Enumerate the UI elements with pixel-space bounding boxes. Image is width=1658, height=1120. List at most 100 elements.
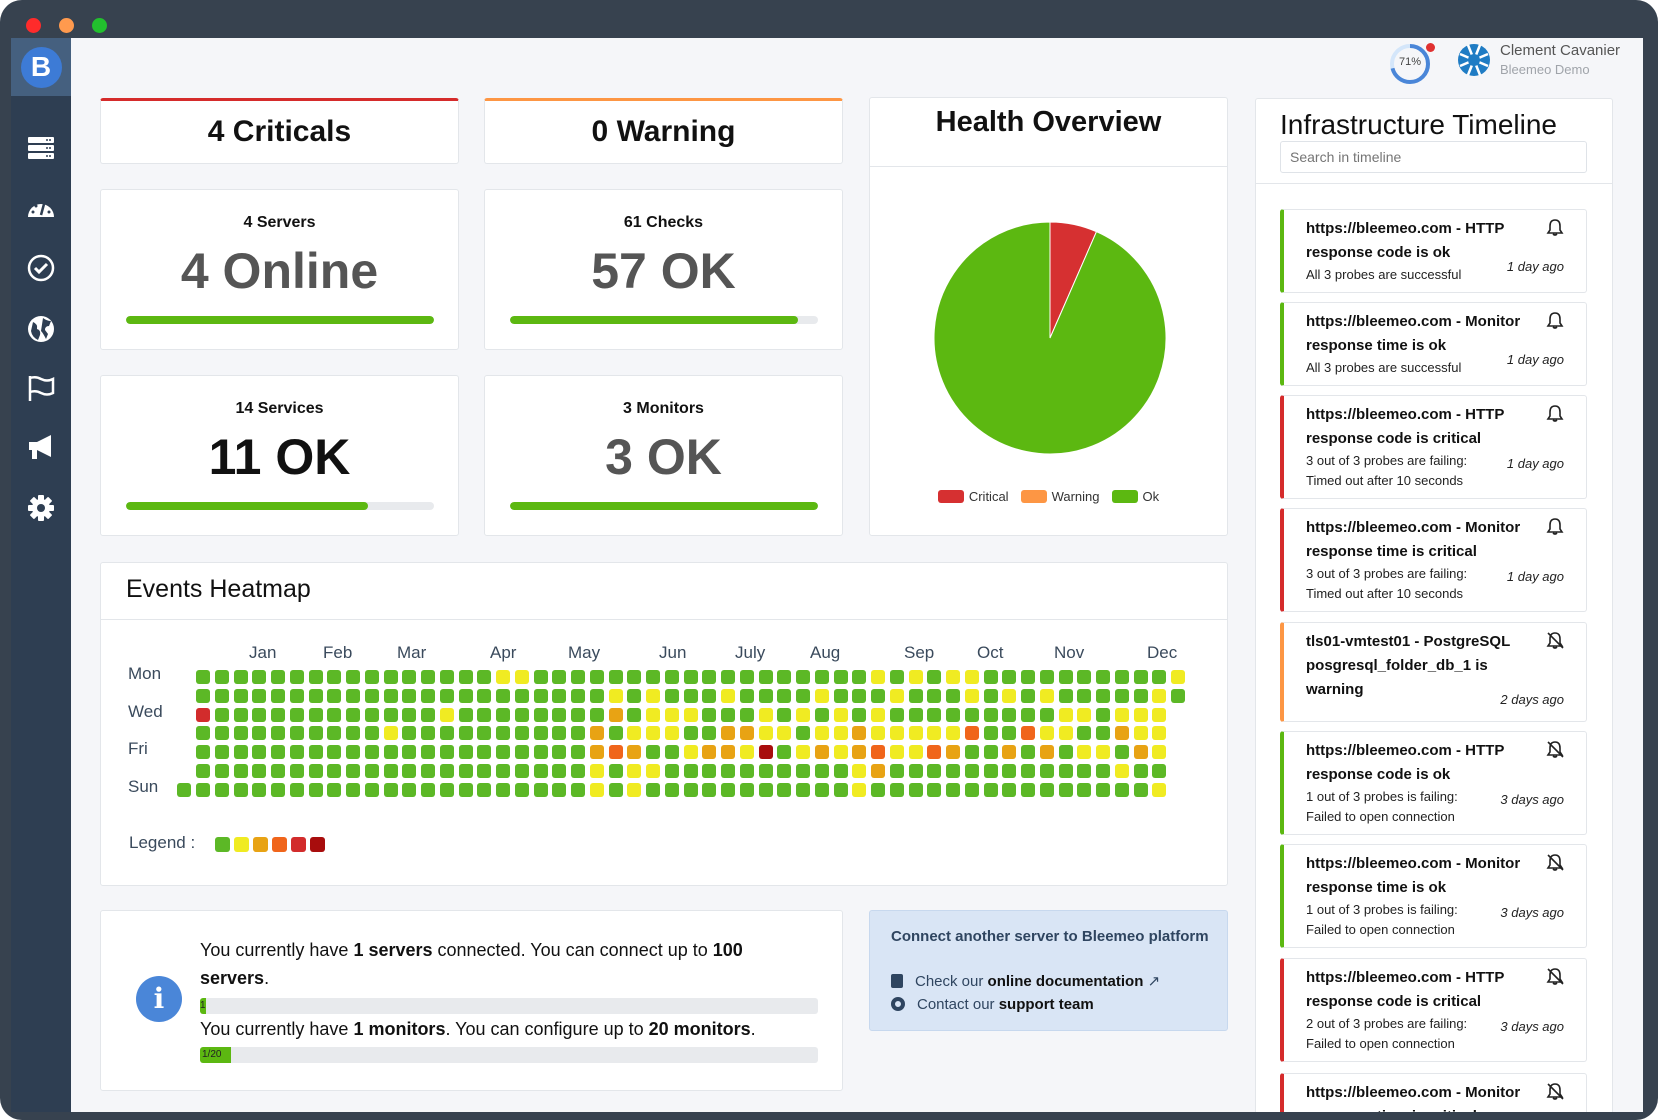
heatmap-cell[interactable] bbox=[214, 726, 229, 741]
heatmap-cell[interactable] bbox=[458, 782, 473, 797]
heatmap-cell[interactable] bbox=[533, 688, 548, 703]
heatmap-cell[interactable] bbox=[383, 670, 398, 684]
heatmap-cell[interactable] bbox=[983, 707, 998, 722]
stat-card[interactable]: 61 Checks 57 OK bbox=[484, 189, 843, 350]
bell-icon[interactable] bbox=[1546, 311, 1564, 329]
heatmap-cell[interactable] bbox=[1133, 707, 1148, 722]
heatmap-cell[interactable] bbox=[627, 763, 642, 778]
heatmap-cell[interactable] bbox=[1152, 688, 1167, 703]
heatmap-cell[interactable] bbox=[739, 763, 754, 778]
heatmap-cell[interactable] bbox=[646, 763, 660, 778]
heatmap-cell[interactable] bbox=[758, 670, 773, 684]
heatmap-cell[interactable] bbox=[852, 670, 867, 684]
bell-icon[interactable] bbox=[1546, 517, 1564, 535]
bell-slash-icon[interactable] bbox=[1546, 1082, 1564, 1100]
heatmap-cell[interactable] bbox=[514, 707, 529, 722]
heatmap-cell[interactable] bbox=[289, 670, 304, 684]
heatmap-cell[interactable] bbox=[271, 707, 285, 722]
heatmap-cell[interactable] bbox=[889, 726, 904, 741]
heatmap-cell[interactable] bbox=[1021, 763, 1035, 778]
heatmap-cell[interactable] bbox=[364, 763, 379, 778]
heatmap-cell[interactable] bbox=[589, 688, 604, 703]
heatmap-cell[interactable] bbox=[571, 726, 585, 741]
heatmap-cell[interactable] bbox=[739, 688, 754, 703]
heatmap-cell[interactable] bbox=[214, 670, 229, 684]
heatmap-cell[interactable] bbox=[327, 707, 342, 722]
heatmap-cell[interactable] bbox=[964, 745, 979, 759]
heatmap-cell[interactable] bbox=[608, 782, 623, 797]
heatmap-cell[interactable] bbox=[346, 782, 360, 797]
heatmap-cell[interactable] bbox=[252, 763, 267, 778]
heatmap-cell[interactable] bbox=[796, 688, 810, 703]
heatmap-cell[interactable] bbox=[927, 726, 942, 741]
bell-slash-icon[interactable] bbox=[1546, 853, 1564, 871]
heatmap-cell[interactable] bbox=[683, 707, 698, 722]
heatmap-cell[interactable] bbox=[946, 726, 960, 741]
heatmap-cell[interactable] bbox=[421, 726, 435, 741]
heatmap-cell[interactable] bbox=[514, 745, 529, 759]
heatmap-cell[interactable] bbox=[646, 745, 660, 759]
heatmap-cell[interactable] bbox=[964, 763, 979, 778]
dashboard-icon[interactable] bbox=[26, 193, 56, 223]
heatmap-cell[interactable] bbox=[871, 670, 885, 684]
heatmap-cell[interactable] bbox=[402, 670, 417, 684]
heatmap-cell[interactable] bbox=[271, 670, 285, 684]
heatmap-cell[interactable] bbox=[383, 782, 398, 797]
heatmap-cell[interactable] bbox=[571, 688, 585, 703]
heatmap-cell[interactable] bbox=[533, 670, 548, 684]
heatmap-cell[interactable] bbox=[1021, 782, 1035, 797]
heatmap-cell[interactable] bbox=[589, 707, 604, 722]
heatmap-cell[interactable] bbox=[927, 707, 942, 722]
heatmap-cell[interactable] bbox=[702, 745, 717, 759]
heatmap-cell[interactable] bbox=[196, 688, 210, 703]
timeline-item[interactable]: https://bleemeo.com - HTTP response code… bbox=[1280, 731, 1587, 835]
server-icon[interactable] bbox=[26, 133, 56, 163]
heatmap-cell[interactable] bbox=[346, 707, 360, 722]
heatmap-cell[interactable] bbox=[439, 670, 454, 684]
heatmap-cell[interactable] bbox=[814, 763, 829, 778]
heatmap-cell[interactable] bbox=[233, 745, 248, 759]
heatmap-cell[interactable] bbox=[1114, 670, 1129, 684]
heatmap-cell[interactable] bbox=[777, 782, 792, 797]
heatmap-cell[interactable] bbox=[271, 688, 285, 703]
heatmap-cell[interactable] bbox=[721, 763, 735, 778]
heatmap-cell[interactable] bbox=[383, 707, 398, 722]
heatmap-cell[interactable] bbox=[496, 745, 510, 759]
heatmap-cell[interactable] bbox=[1096, 763, 1110, 778]
heatmap-cell[interactable] bbox=[364, 726, 379, 741]
heatmap-cell[interactable] bbox=[1002, 707, 1017, 722]
heatmap-cell[interactable] bbox=[1077, 763, 1092, 778]
heatmap-cell[interactable] bbox=[964, 726, 979, 741]
timeline-item[interactable]: https://bleemeo.com - Monitor response t… bbox=[1280, 844, 1587, 948]
bleemeo-logo[interactable]: B bbox=[11, 38, 71, 96]
heatmap-cell[interactable] bbox=[1077, 688, 1092, 703]
minimize-window-button[interactable] bbox=[59, 18, 74, 33]
legend-item-ok[interactable]: Ok bbox=[1111, 489, 1159, 504]
heatmap-cell[interactable] bbox=[646, 688, 660, 703]
heatmap-cell[interactable] bbox=[421, 670, 435, 684]
heatmap-cell[interactable] bbox=[1096, 782, 1110, 797]
heatmap-cell[interactable] bbox=[777, 763, 792, 778]
heatmap-cell[interactable] bbox=[1002, 726, 1017, 741]
heatmap-cell[interactable] bbox=[702, 670, 717, 684]
heatmap-cell[interactable] bbox=[402, 763, 417, 778]
heatmap-cell[interactable] bbox=[608, 707, 623, 722]
heatmap-cell[interactable] bbox=[1058, 763, 1073, 778]
heatmap-cell[interactable] bbox=[871, 726, 885, 741]
bell-slash-icon[interactable] bbox=[1546, 631, 1564, 649]
heatmap-cell[interactable] bbox=[439, 707, 454, 722]
heatmap-cell[interactable] bbox=[514, 782, 529, 797]
heatmap-cell[interactable] bbox=[308, 688, 323, 703]
heatmap-cell[interactable] bbox=[1096, 726, 1110, 741]
heatmap-cell[interactable] bbox=[1039, 763, 1054, 778]
heatmap-cell[interactable] bbox=[1133, 745, 1148, 759]
heatmap-cell[interactable] bbox=[514, 726, 529, 741]
heatmap-cell[interactable] bbox=[289, 726, 304, 741]
heatmap-cell[interactable] bbox=[271, 782, 285, 797]
heatmap-cell[interactable] bbox=[852, 763, 867, 778]
heatmap-cell[interactable] bbox=[271, 763, 285, 778]
heatmap-cell[interactable] bbox=[946, 670, 960, 684]
heatmap-cell[interactable] bbox=[308, 745, 323, 759]
timeline-item[interactable]: https://bleemeo.com - Monitor response t… bbox=[1280, 508, 1587, 612]
bell-icon[interactable] bbox=[1546, 218, 1564, 236]
